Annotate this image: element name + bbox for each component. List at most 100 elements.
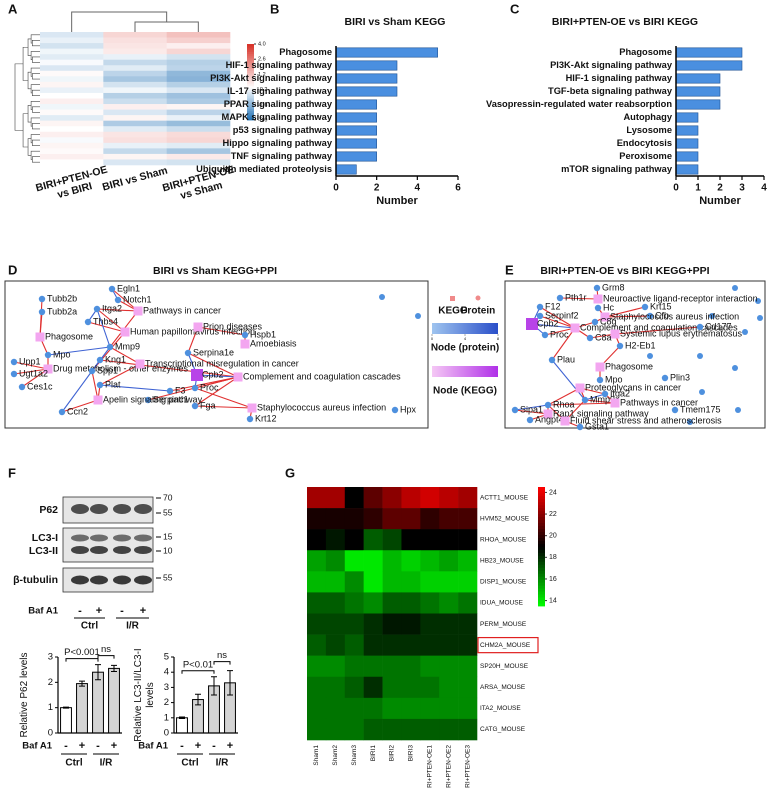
x-tick-label: - <box>64 740 68 752</box>
bar <box>335 60 398 71</box>
heatmap-cell <box>458 613 478 635</box>
heatmap-cell <box>363 697 383 720</box>
error-bar <box>179 716 185 720</box>
colorbar-step <box>247 57 254 60</box>
category-label: IL-17 signaling pathway <box>227 86 333 96</box>
colorbar-tick-label: 1.2 <box>258 72 266 78</box>
colorbar-tick-label: 18 <box>549 554 557 561</box>
blot-band <box>134 546 152 554</box>
x-axis-label: Number <box>376 195 418 207</box>
edge <box>194 376 239 407</box>
edge <box>604 306 646 318</box>
column-label: BIRI vs Sham <box>101 164 169 193</box>
heatmap-cell <box>325 697 346 720</box>
colorbar-step <box>247 74 254 77</box>
y-tick-label: 2 <box>164 697 169 708</box>
category-label: Endocytosis <box>617 138 672 148</box>
colorbar-step <box>538 558 545 562</box>
node-label: Rap1 signaling pathway <box>553 408 649 418</box>
dendrogram-branch <box>32 123 40 130</box>
edge <box>551 327 576 361</box>
colorbar-step <box>247 87 254 90</box>
x-tick-label: - <box>180 740 184 752</box>
heatmap-cell <box>166 148 231 155</box>
colorbar-step <box>538 573 545 577</box>
bar <box>675 99 721 110</box>
heatmap-cell <box>40 59 104 66</box>
node-label: Plin3 <box>670 372 690 382</box>
x-axis-label: Number <box>699 195 741 207</box>
kegg-node <box>240 339 250 349</box>
heatmap-cell <box>40 48 104 55</box>
node-label: Tubb2a <box>47 306 77 316</box>
protein-node <box>586 334 594 342</box>
node-label: Tmem175 <box>680 404 721 414</box>
colorbar-step <box>538 576 545 580</box>
heatmap-cell <box>344 487 364 509</box>
heatmap-cell <box>458 550 478 572</box>
marker-label: 15 <box>163 531 173 541</box>
heatmap-cell <box>40 153 104 160</box>
kegg-node <box>35 332 45 342</box>
heatmap-cell <box>166 48 231 55</box>
heatmap-cell <box>325 529 346 551</box>
heatmap-cell <box>166 70 231 77</box>
node-label: Kng1 <box>105 354 126 364</box>
group-label: I/R <box>126 621 140 632</box>
kegg-node <box>193 322 203 332</box>
category-label: HIF-1 signaling pathway <box>566 73 673 83</box>
legend-label: KEGG <box>438 306 468 317</box>
dendrogram-branch <box>32 40 40 47</box>
heatmap-cell <box>307 529 327 551</box>
kegg-node <box>43 364 53 374</box>
heatmap-cell <box>307 697 327 720</box>
colorbar-tick-label: -1.6 <box>258 102 267 108</box>
heatmap-cell <box>40 120 104 127</box>
colorbar-tick-label: 16 <box>549 576 557 583</box>
colorbar-tick-label: 14 <box>549 597 557 604</box>
blot-band <box>90 534 108 542</box>
heatmap-cell <box>103 81 167 88</box>
colorbar-step <box>247 93 254 96</box>
network-frame <box>4 280 429 429</box>
dendrogram-branch <box>30 100 40 110</box>
bar <box>60 707 72 734</box>
protein-node <box>191 384 199 392</box>
heatmap-cell <box>420 676 440 699</box>
edge <box>47 346 111 356</box>
node-label: Notch1 <box>123 294 152 304</box>
heatmap-cell <box>401 571 421 593</box>
heatmap-cell <box>325 718 346 741</box>
node-label: F3 <box>175 385 186 395</box>
node-label: Krt15 <box>650 301 672 311</box>
kegg-node <box>133 306 143 316</box>
heatmap-cell <box>363 487 383 509</box>
colorbar-step <box>247 61 254 64</box>
column-label-line: BIRI vs Sham <box>101 164 169 193</box>
heatmap-cell <box>458 592 478 614</box>
heatmap-cell <box>166 43 231 49</box>
node-label: Complement and coagulation cascades <box>243 371 401 381</box>
heatmap-cell <box>382 508 402 530</box>
node-label: Grm8 <box>602 282 625 292</box>
heatmap-cell <box>307 676 327 699</box>
blot-band <box>90 575 108 585</box>
node-label: Cd177 <box>705 321 732 331</box>
colorbar-tick-label: -0.2 <box>258 87 267 93</box>
heatmap-cell <box>166 59 231 66</box>
category-label: PI3K-Akt signaling pathway <box>210 73 333 83</box>
significance-label: P<0.01 <box>183 659 213 670</box>
y-axis-label-line: Relative LC3-II/LC3-I <box>133 648 144 741</box>
x-tick-label: 3 <box>739 183 745 194</box>
blot-band <box>71 534 89 542</box>
bar <box>76 683 88 734</box>
edge <box>531 323 576 329</box>
colorbar-step <box>538 516 545 521</box>
heatmap-cell <box>382 571 402 593</box>
heatmap-cell <box>439 613 459 635</box>
protein-node <box>184 349 192 357</box>
heatmap-cell <box>344 676 364 699</box>
edge <box>539 306 576 329</box>
colorbar-step <box>538 546 545 550</box>
blot-row-label: LC3-I <box>32 532 58 544</box>
